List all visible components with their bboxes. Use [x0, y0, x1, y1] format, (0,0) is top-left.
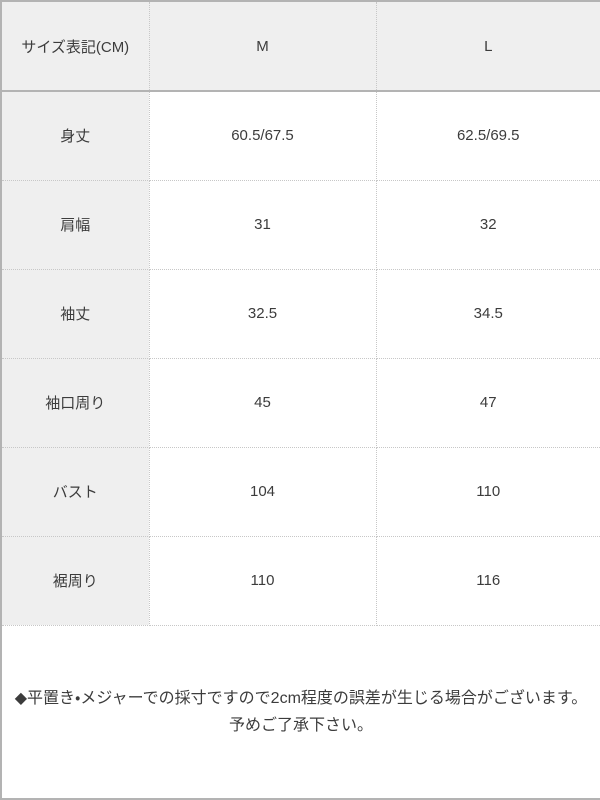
- table-row-cuff-circumference: 袖口周り 45 47: [0, 357, 600, 448]
- value-m: 31: [148, 179, 377, 270]
- value-l: 116: [375, 535, 600, 626]
- header-col-m: M: [148, 0, 377, 92]
- value-m: 110: [148, 535, 377, 626]
- row-label: 袖口周り: [0, 357, 150, 448]
- table-row-body-length: 身丈 60.5/67.5 62.5/69.5: [0, 90, 600, 181]
- value-m: 104: [148, 446, 377, 537]
- table-row-shoulder-width: 肩幅 31 32: [0, 179, 600, 270]
- value-l: 110: [375, 446, 600, 537]
- value-l: 34.5: [375, 268, 600, 359]
- table-row-hem-circumference: 裾周り 110 116: [0, 535, 600, 626]
- note-row: ◆平置き・メジャーでの採寸ですので2cm程度の誤差が生じる場合がございます。 予…: [0, 624, 600, 800]
- value-l: 32: [375, 179, 600, 270]
- table-row-bust: バスト 104 110: [0, 446, 600, 537]
- value-m: 45: [148, 357, 377, 448]
- value-l: 47: [375, 357, 600, 448]
- row-label: 袖丈: [0, 268, 150, 359]
- row-label: 身丈: [0, 90, 150, 181]
- measurement-disclaimer: ◆平置き・メジャーでの採寸ですので2cm程度の誤差が生じる場合がございます。 予…: [0, 624, 600, 800]
- header-col-l: L: [375, 0, 600, 92]
- value-m: 32.5: [148, 268, 377, 359]
- row-label: 裾周り: [0, 535, 150, 626]
- value-l: 62.5/69.5: [375, 90, 600, 181]
- header-row: サイズ表記(CM) M L: [0, 0, 600, 92]
- row-label: 肩幅: [0, 179, 150, 270]
- value-m: 60.5/67.5: [148, 90, 377, 181]
- table-row-sleeve-length: 袖丈 32.5 34.5: [0, 268, 600, 359]
- header-size-unit-label: サイズ表記(CM): [0, 0, 150, 92]
- disclaimer-line-2: 予めご了承下さい。: [228, 716, 373, 734]
- disclaimer-line-1: ◆平置き・メジャーでの採寸ですので2cm程度の誤差が生じる場合がございます。: [14, 689, 588, 707]
- row-label: バスト: [0, 446, 150, 537]
